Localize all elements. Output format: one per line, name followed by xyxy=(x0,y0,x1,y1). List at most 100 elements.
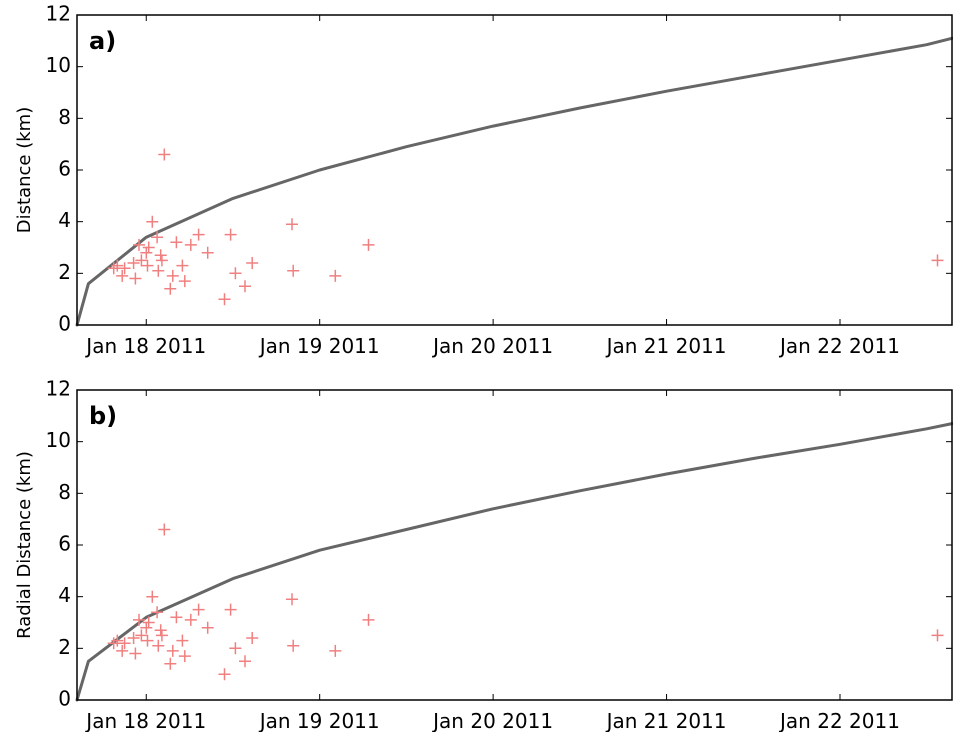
series-markers xyxy=(107,523,944,681)
y-tick-label: 6 xyxy=(58,157,71,181)
x-tick-label: Jan 18 2011 xyxy=(84,709,206,732)
data-point-marker xyxy=(111,634,124,647)
x-tick-label: Jan 19 2011 xyxy=(258,709,380,732)
data-point-marker xyxy=(176,259,189,272)
panel-label: b) xyxy=(89,402,117,430)
data-point-marker xyxy=(239,655,251,668)
data-point-marker xyxy=(135,629,148,642)
data-point-marker xyxy=(246,257,259,269)
data-point-marker xyxy=(146,590,159,603)
y-tick-label: 12 xyxy=(46,2,71,26)
data-point-marker xyxy=(287,639,300,652)
y-tick-label: 0 xyxy=(58,312,71,336)
fit-curve-line xyxy=(75,36,953,327)
series-markers xyxy=(107,148,944,306)
data-point-marker xyxy=(184,238,197,251)
data-point-marker xyxy=(135,254,148,267)
data-point-marker xyxy=(362,613,375,626)
data-point-marker xyxy=(931,254,944,267)
data-point-marker xyxy=(287,264,300,277)
data-point-marker xyxy=(224,228,237,241)
data-point-marker xyxy=(178,650,191,663)
data-point-marker xyxy=(158,523,171,536)
data-point-marker xyxy=(141,259,154,272)
data-point-marker xyxy=(218,293,231,306)
y-tick-label: 2 xyxy=(58,635,71,659)
series-line xyxy=(75,422,953,702)
data-point-marker xyxy=(129,647,142,660)
data-point-marker xyxy=(151,231,164,244)
y-tick-label: 4 xyxy=(58,208,71,232)
data-point-marker xyxy=(170,611,183,624)
data-point-marker xyxy=(152,264,165,277)
data-point-marker xyxy=(362,238,375,251)
data-point-marker xyxy=(155,254,168,267)
data-point-marker xyxy=(931,629,944,642)
chart-panel-2: 0 2 4 6 8 10 12 Jan 18 2011 Jan 19 2011 Jan 20 20… xyxy=(14,377,953,733)
chart-panel-1: 0 2 4 6 8 10 12 Jan 18 2011 Jan 19 2011 Jan 20 20… xyxy=(14,2,953,358)
data-point-marker xyxy=(140,621,153,634)
y-tick-label: 2 xyxy=(58,260,71,284)
data-point-marker xyxy=(184,613,197,626)
data-point-marker xyxy=(155,629,168,642)
x-tick-label: Jan 21 2011 xyxy=(605,334,727,358)
data-point-marker xyxy=(146,215,159,228)
data-point-marker xyxy=(166,269,179,282)
data-point-marker xyxy=(164,282,177,295)
data-point-marker xyxy=(158,148,171,161)
data-point-marker xyxy=(224,603,237,616)
data-point-marker xyxy=(127,632,140,644)
plot-frame xyxy=(76,14,953,326)
data-point-marker xyxy=(142,241,155,254)
data-point-marker xyxy=(201,246,214,259)
data-point-marker xyxy=(154,249,167,262)
data-point-marker xyxy=(152,639,165,652)
y-tick-label: 8 xyxy=(58,480,71,504)
data-point-marker xyxy=(329,269,342,282)
x-tick-label: Jan 22 2011 xyxy=(778,334,900,358)
y-tick-label: 4 xyxy=(58,583,71,607)
data-point-marker xyxy=(164,657,177,670)
data-point-marker xyxy=(133,613,145,626)
data-point-marker xyxy=(246,632,259,644)
x-tick-label: Jan 20 2011 xyxy=(431,334,553,358)
data-point-marker xyxy=(116,644,129,657)
data-point-marker xyxy=(170,236,183,249)
fit-curve-line xyxy=(75,422,953,702)
data-point-marker xyxy=(142,616,155,629)
y-tick-label: 0 xyxy=(58,687,71,711)
data-point-marker xyxy=(118,262,131,275)
plot-frame xyxy=(76,389,953,701)
data-point-marker xyxy=(151,606,164,619)
data-point-marker xyxy=(111,259,124,272)
x-tick-label: Jan 19 2011 xyxy=(258,334,380,358)
y-axis-label: Distance (km) xyxy=(14,107,35,233)
data-point-marker xyxy=(229,267,242,280)
panel-label: a) xyxy=(89,27,116,55)
data-point-marker xyxy=(140,246,153,259)
data-point-marker xyxy=(192,228,205,241)
series-line xyxy=(75,36,953,327)
x-tick-label: Jan 21 2011 xyxy=(605,709,727,732)
data-point-marker xyxy=(127,257,140,269)
data-point-marker xyxy=(141,634,154,647)
data-point-marker xyxy=(218,668,231,681)
data-point-marker xyxy=(133,238,145,251)
x-tick-label: Jan 18 2011 xyxy=(84,334,206,358)
y-tick-label: 6 xyxy=(58,532,71,556)
data-point-marker xyxy=(229,642,242,655)
data-point-marker xyxy=(201,621,214,634)
data-point-marker xyxy=(166,644,179,657)
data-point-marker xyxy=(239,280,251,293)
x-tick-label: Jan 20 2011 xyxy=(431,709,553,732)
y-tick-label: 8 xyxy=(58,105,71,129)
data-point-marker xyxy=(286,593,298,606)
y-tick-label: 10 xyxy=(46,428,71,452)
y-axis-label: Radial Distance (km) xyxy=(14,451,35,639)
data-point-marker xyxy=(329,644,342,657)
y-tick-label: 12 xyxy=(46,377,71,401)
x-tick-label: Jan 22 2011 xyxy=(778,709,900,732)
data-point-marker xyxy=(176,634,189,647)
